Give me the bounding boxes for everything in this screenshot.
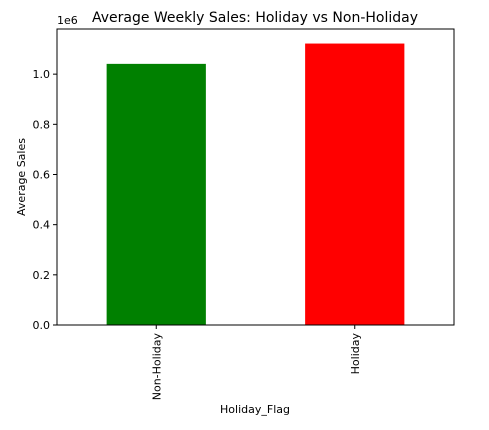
- y-offset-label: 1e6: [57, 14, 78, 27]
- y-tick-label: 0.8: [33, 118, 51, 131]
- bar-holiday: [305, 43, 405, 325]
- y-tick-label: 0.2: [33, 269, 51, 282]
- y-tick-label: 0.4: [33, 219, 51, 232]
- plot-frame: [56, 28, 455, 326]
- chart-title: Average Weekly Sales: Holiday vs Non-Hol…: [92, 10, 418, 26]
- y-tick-label: 0.0: [33, 319, 51, 332]
- y-tick-label: 0.6: [33, 168, 51, 181]
- x-tick-label: Non-Holiday: [150, 333, 163, 401]
- bar-non-holiday: [106, 63, 206, 325]
- y-tick-label: 1.0: [33, 68, 51, 81]
- y-axis-label: Average Sales: [15, 138, 28, 216]
- x-axis-label: Holiday_Flag: [220, 403, 290, 416]
- x-tick-label: Holiday: [349, 333, 362, 375]
